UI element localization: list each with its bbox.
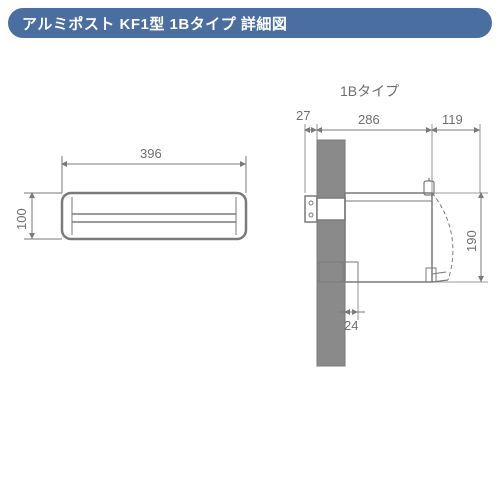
post-column bbox=[317, 140, 345, 366]
page-title: アルミポスト KF1型 1Bタイプ 詳細図 bbox=[22, 13, 287, 34]
top-dim-right: 119 bbox=[442, 112, 463, 127]
side-view: 1Bタイプ bbox=[296, 83, 488, 366]
bottom-dim: 24 bbox=[344, 318, 358, 333]
title-bar: アルミポスト KF1型 1Bタイプ 詳細図 bbox=[8, 8, 492, 38]
lid-arc bbox=[432, 193, 453, 280]
front-height-dim: 100 bbox=[14, 208, 29, 230]
right-dimension: 190 bbox=[432, 193, 488, 282]
top-dim-mid: 286 bbox=[358, 112, 380, 127]
diagram-stage: 396 100 1Bタイプ bbox=[0, 38, 500, 490]
right-dim: 190 bbox=[464, 230, 479, 252]
side-subtitle: 1Bタイプ bbox=[340, 83, 399, 99]
top-dim-left: 27 bbox=[296, 108, 310, 123]
front-width-dim: 396 bbox=[140, 146, 162, 161]
front-view: 396 100 bbox=[14, 146, 246, 239]
hatched-region bbox=[319, 262, 343, 282]
